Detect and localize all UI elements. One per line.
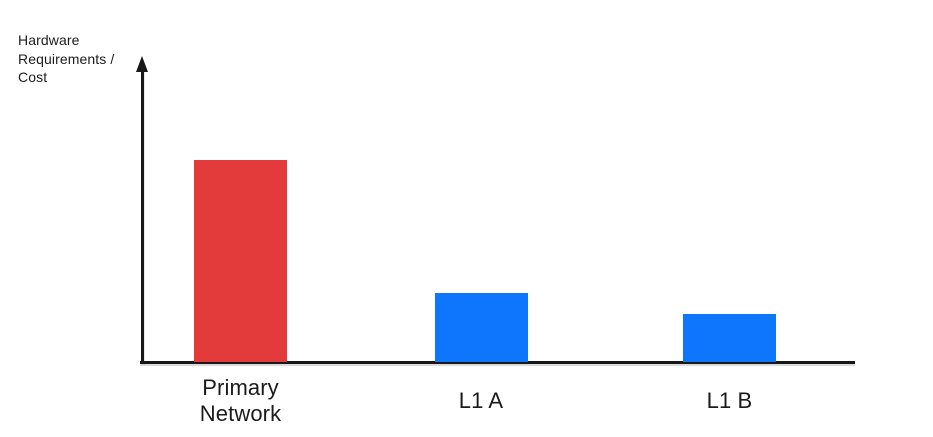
axis-label-l1-a: L1 A bbox=[458, 388, 504, 413]
axis-label-l1-b: L1 B bbox=[706, 388, 753, 413]
axis-label-primary-network: Primary Network bbox=[199, 375, 282, 426]
x-axis-line bbox=[140, 361, 855, 364]
y-axis-arrowhead-icon bbox=[135, 56, 148, 72]
bar-l1-a bbox=[434, 293, 528, 362]
bar-primary-network bbox=[194, 160, 287, 362]
bar-l1-b bbox=[683, 313, 776, 362]
y-axis-label: Hardware Requirements / Cost bbox=[18, 32, 115, 85]
y-axis-line bbox=[141, 68, 144, 364]
